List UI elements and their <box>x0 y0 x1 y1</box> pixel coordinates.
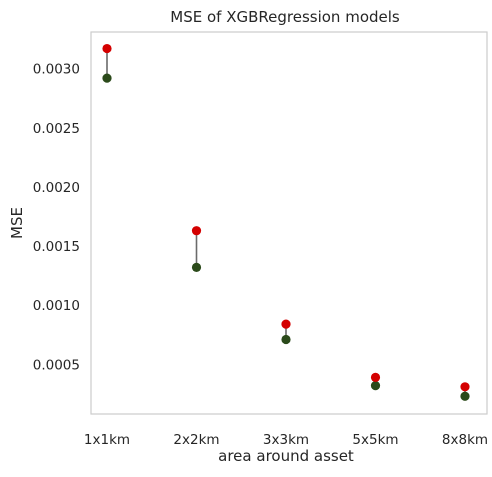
data-point <box>191 262 202 272</box>
data-point <box>460 382 470 392</box>
data-point <box>370 372 381 382</box>
data-point <box>460 391 470 401</box>
y-axis-ticks: 0.0005 0.0010 0.0015 0.0020 0.0025 0.0030 <box>33 62 80 374</box>
x-axis-ticks: 1x1km 2x2km 3x3km 5x5km 8x8km <box>84 432 488 448</box>
x-tick-label: 1x1km <box>84 432 130 448</box>
y-tick-label: 0.0015 <box>33 239 80 255</box>
x-tick-label: 2x2km <box>173 432 219 448</box>
data-point <box>102 73 112 83</box>
plot-frame <box>90 31 488 415</box>
y-tick-label: 0.0010 <box>33 298 80 314</box>
data-point <box>281 334 291 345</box>
y-axis-label: MSE <box>8 207 26 239</box>
x-tick-label: 5x5km <box>352 432 398 448</box>
x-tick-label: 3x3km <box>263 432 309 448</box>
chart-title: MSE of XGBRegression models <box>170 8 400 26</box>
y-tick-label: 0.0030 <box>33 62 80 78</box>
y-tick-label: 0.0005 <box>33 357 80 373</box>
y-tick-label: 0.0020 <box>33 180 80 196</box>
x-axis-label: area around asset <box>218 447 354 465</box>
data-point <box>191 226 202 236</box>
data-point <box>102 43 112 54</box>
data-point <box>370 381 381 391</box>
data-point <box>281 319 291 329</box>
data-points <box>102 43 470 401</box>
y-tick-label: 0.0025 <box>33 121 80 137</box>
x-tick-label: 8x8km <box>442 432 488 448</box>
